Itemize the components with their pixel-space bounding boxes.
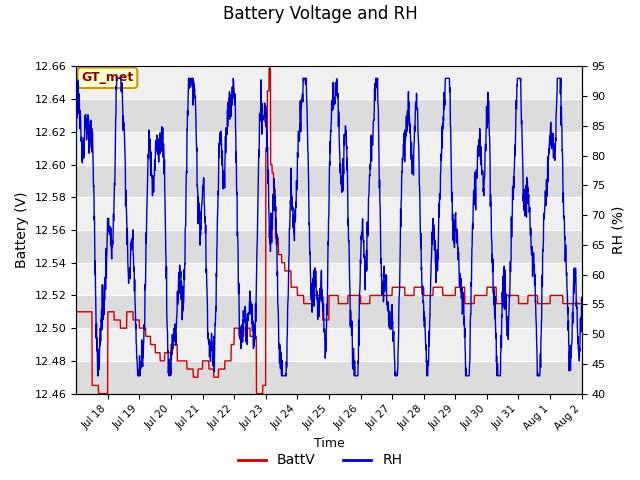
Bar <box>76 99 582 132</box>
Bar <box>76 165 582 197</box>
Text: GT_met: GT_met <box>81 72 134 84</box>
Bar <box>76 197 582 230</box>
Legend: BattV, RH: BattV, RH <box>232 448 408 473</box>
Y-axis label: Battery (V): Battery (V) <box>15 192 29 268</box>
Bar <box>76 66 582 99</box>
Bar <box>76 361 582 394</box>
Bar <box>76 230 582 263</box>
X-axis label: Time: Time <box>314 437 344 450</box>
Y-axis label: RH (%): RH (%) <box>611 206 625 254</box>
Bar <box>76 132 582 165</box>
Bar <box>76 263 582 296</box>
Bar <box>76 296 582 328</box>
Text: Battery Voltage and RH: Battery Voltage and RH <box>223 5 417 23</box>
Bar <box>76 328 582 361</box>
